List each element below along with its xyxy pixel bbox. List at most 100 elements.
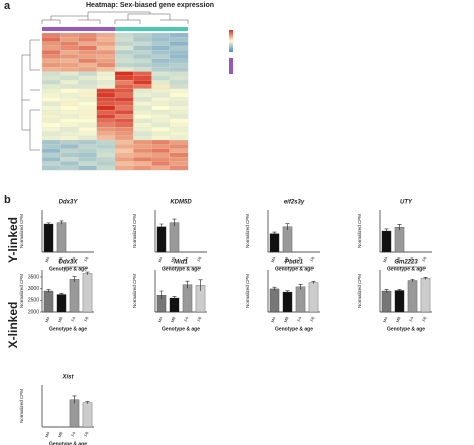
- heatmap-cell: [114, 32, 134, 38]
- heatmap-cell: [169, 92, 189, 98]
- heatmap-cell: [133, 71, 152, 77]
- bar: [420, 278, 431, 313]
- y-axis-label: Normalized CPM: [132, 214, 137, 248]
- heatmap-cell: [114, 165, 134, 171]
- heatmap-cell: [133, 84, 152, 89]
- heatmap-cell: [96, 152, 116, 158]
- heatmap-cell: [151, 97, 171, 102]
- x-axis-label: Genotype & age: [275, 326, 313, 332]
- heatmap-cell: [60, 152, 79, 158]
- heatmap-cell: [133, 118, 152, 124]
- heatmap-cell: [78, 152, 98, 158]
- heatmap-cell: [96, 139, 116, 145]
- heatmap-cell: [41, 32, 61, 38]
- error-bar: [384, 289, 389, 293]
- heatmap-cell: [151, 105, 171, 111]
- heatmap-cell: [78, 97, 98, 102]
- heatmap-cell: [133, 161, 152, 167]
- heatmap-cell: [96, 58, 116, 64]
- x-tick-label: F8: [309, 315, 316, 322]
- heatmap-cell: [60, 127, 79, 132]
- heatmap-cell: [133, 105, 152, 111]
- heatmap-cell: [78, 101, 98, 107]
- y-axis-label: Normalized CPM: [357, 274, 362, 308]
- heatmap-cell: [151, 84, 171, 89]
- heatmap-cell: [151, 58, 171, 64]
- heatmap-cell: [151, 71, 171, 77]
- x-tick-label: M8: [57, 315, 64, 323]
- heatmap-cell: [133, 131, 152, 137]
- heatmap-cell: [169, 161, 189, 167]
- heatmap-cell: [151, 131, 171, 137]
- heatmap-cell: [78, 67, 98, 72]
- heatmap-cell: [114, 67, 134, 72]
- heatmap-cell: [41, 79, 61, 85]
- panel-label: a: [4, 0, 11, 12]
- heatmap-cell: [60, 114, 79, 119]
- heatmap-cell: [151, 32, 171, 38]
- heatmap-title: Heatmap: Sex-biased gene expression: [86, 2, 214, 9]
- x-axis-label: Genotype & age: [387, 266, 425, 272]
- heatmap-cell: [133, 92, 152, 98]
- error-bar: [311, 281, 316, 284]
- heatmap-cell: [169, 50, 189, 55]
- dendrogram: [21, 39, 40, 151]
- heatmap-cell: [96, 127, 116, 132]
- heatmap-cell: [169, 118, 189, 124]
- heatmap-cell: [114, 37, 134, 42]
- error-bar: [185, 280, 190, 289]
- heatmap-cell: [151, 144, 171, 149]
- panel-label: b: [4, 194, 11, 206]
- heatmap-cell: [133, 32, 152, 38]
- error-bar: [384, 228, 389, 234]
- heatmap-cell: [114, 101, 134, 107]
- heatmap-cell: [60, 32, 79, 38]
- heatmap-cell: [133, 79, 152, 85]
- heatmap-cell: [78, 79, 98, 85]
- heatmap-cell: [41, 50, 61, 55]
- heatmap-cell: [41, 157, 61, 162]
- error-bar: [397, 223, 402, 231]
- chart-title: Xist: [61, 375, 74, 381]
- heatmap-cell: [60, 54, 79, 59]
- color-legend: [229, 58, 233, 74]
- heatmap-cell: [133, 135, 152, 141]
- heatmap-cell: [96, 41, 116, 47]
- heatmap-cell: [151, 135, 171, 141]
- bar: [381, 290, 392, 313]
- heatmap-cell: [78, 88, 98, 94]
- heatmap-cell: [114, 118, 134, 124]
- error-bar: [72, 276, 77, 283]
- heatmap-cell: [133, 67, 152, 72]
- heatmap-cell: [78, 144, 98, 149]
- heatmap-cell: [151, 127, 171, 132]
- error-bar: [159, 223, 164, 230]
- bar: [82, 402, 93, 428]
- error-bar: [59, 293, 64, 296]
- heatmap-cell: [60, 118, 79, 124]
- heatmap-cell: [41, 152, 61, 158]
- heatmap-cell: [96, 135, 116, 141]
- x-tick-label: M4: [157, 315, 164, 323]
- error-bar: [159, 290, 164, 300]
- x-tick-label: F8: [196, 255, 203, 262]
- heatmap-cell: [41, 58, 61, 64]
- heatmap-cell: [60, 45, 79, 51]
- heatmap-cell: [60, 41, 79, 47]
- heatmap-cell: [96, 109, 116, 115]
- heatmap-cell: [114, 92, 134, 98]
- heatmap-cell: [96, 37, 116, 42]
- heatmap-cell: [60, 62, 79, 68]
- heatmap-cell: [41, 75, 61, 81]
- x-tick-label: F8: [421, 255, 428, 262]
- x-tick-label: M4: [157, 255, 164, 263]
- x-tick-label: M4: [270, 315, 277, 323]
- annotation-bar: [42, 27, 115, 31]
- heatmap-cell: [133, 127, 152, 132]
- x-tick-label: M8: [170, 255, 177, 263]
- heatmap-cell: [78, 62, 98, 68]
- heatmap-cell: [41, 105, 61, 111]
- heatmap-cell: [169, 62, 189, 68]
- y-axis-label: Normalized CPM: [245, 274, 250, 308]
